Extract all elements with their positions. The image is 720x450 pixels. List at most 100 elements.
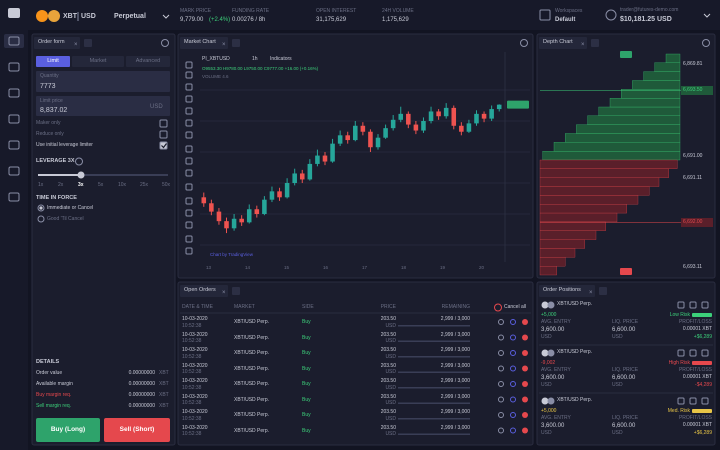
- sell-button-label[interactable]: Sell (Short): [119, 426, 155, 433]
- cancel-all[interactable]: Cancel all: [504, 304, 526, 310]
- tool-icon[interactable]: [185, 157, 193, 165]
- edit-icon[interactable]: [510, 350, 516, 356]
- tool-icon[interactable]: [185, 119, 193, 127]
- tool-icon[interactable]: [185, 221, 193, 229]
- position-action[interactable]: [689, 349, 697, 357]
- order-type[interactable]: Limit: [47, 58, 59, 64]
- contract-select[interactable]: Perpetual: [114, 13, 146, 20]
- workspace-select[interactable]: Default: [555, 17, 576, 23]
- tool-icon[interactable]: [185, 183, 193, 191]
- leverage-mark[interactable]: 50x: [162, 182, 171, 188]
- order-type-tab[interactable]: [72, 56, 124, 67]
- cancel-order[interactable]: [522, 365, 528, 372]
- tool-icon[interactable]: [185, 95, 193, 103]
- indicators[interactable]: Indicators: [270, 56, 292, 62]
- edit-icon[interactable]: [498, 334, 504, 341]
- order-type-tab[interactable]: [36, 56, 70, 67]
- cancel-order[interactable]: [522, 319, 528, 325]
- nav-icon[interactable]: [8, 36, 20, 46]
- tool-icon[interactable]: [185, 145, 193, 153]
- leverage-mark[interactable]: 3x: [78, 182, 84, 188]
- cancel-order[interactable]: [522, 396, 528, 403]
- edit-icon[interactable]: [510, 334, 516, 341]
- nav-icon[interactable]: [8, 192, 20, 202]
- order-type[interactable]: Market: [89, 58, 107, 64]
- order-type-tab[interactable]: [126, 56, 170, 67]
- edit-icon[interactable]: [510, 381, 516, 387]
- position-action[interactable]: [689, 397, 697, 405]
- quantity-input[interactable]: [36, 71, 170, 92]
- tool-icon[interactable]: [185, 169, 193, 177]
- checkbox[interactable]: [159, 130, 168, 139]
- open-orders-tab[interactable]: [180, 285, 228, 297]
- limit-input[interactable]: [36, 96, 170, 116]
- depth-chart-tab[interactable]: [539, 37, 587, 49]
- leverage-knob[interactable]: [77, 171, 85, 179]
- add-tab[interactable]: [599, 287, 607, 295]
- leverage-mark[interactable]: 25x: [140, 182, 149, 188]
- add-tab[interactable]: [591, 39, 599, 47]
- settings-icon[interactable]: [161, 39, 169, 47]
- checkbox[interactable]: [159, 141, 168, 150]
- settings-icon[interactable]: [520, 39, 528, 47]
- position-action[interactable]: [701, 349, 709, 357]
- leverage-mark[interactable]: 10x: [118, 182, 127, 188]
- edit-icon[interactable]: [510, 396, 516, 403]
- add-tab[interactable]: [232, 39, 240, 47]
- tool-icon[interactable]: [185, 209, 193, 217]
- buy-button[interactable]: [36, 418, 100, 442]
- leverage-mark[interactable]: 2x: [58, 182, 64, 188]
- tool-icon[interactable]: [185, 107, 193, 115]
- add-tab[interactable]: [84, 39, 92, 47]
- order-form-tab[interactable]: [34, 37, 80, 49]
- radio[interactable]: [37, 204, 45, 212]
- nav-icon[interactable]: [8, 114, 20, 124]
- market-chart-tab[interactable]: [180, 37, 228, 49]
- leverage-mark[interactable]: 1x: [38, 182, 44, 188]
- position-action[interactable]: [677, 349, 685, 357]
- cancel-icon[interactable]: [494, 303, 502, 312]
- order-type[interactable]: Advanced: [135, 58, 161, 64]
- cancel-order[interactable]: [522, 334, 528, 341]
- settings-icon[interactable]: [702, 39, 710, 47]
- edit-icon[interactable]: [498, 396, 504, 403]
- edit-icon[interactable]: [498, 381, 504, 387]
- sell-button[interactable]: [104, 418, 170, 442]
- position-action[interactable]: [677, 301, 685, 309]
- tool-icon[interactable]: [185, 235, 193, 243]
- tool-icon[interactable]: [185, 247, 193, 255]
- edit-icon[interactable]: [510, 427, 516, 434]
- order-positions-tab[interactable]: [539, 285, 595, 297]
- edit-icon[interactable]: [498, 412, 504, 418]
- cancel-order[interactable]: [522, 381, 528, 387]
- tool-icon[interactable]: [185, 131, 193, 139]
- edit-icon[interactable]: [498, 365, 504, 372]
- nav-icon[interactable]: [8, 166, 20, 176]
- nav-icon[interactable]: [8, 62, 20, 72]
- position-action[interactable]: [701, 397, 709, 405]
- edit-icon[interactable]: [510, 412, 516, 418]
- tool-icon[interactable]: [185, 61, 193, 69]
- dropdown-caret[interactable]: [162, 14, 170, 19]
- position-action[interactable]: [701, 301, 709, 309]
- buy-button-label[interactable]: Buy (Long): [50, 426, 86, 433]
- radio[interactable]: [37, 215, 45, 223]
- tool-icon[interactable]: [185, 83, 193, 91]
- edit-icon[interactable]: [498, 319, 504, 325]
- cancel-order[interactable]: [522, 350, 528, 356]
- leverage-mark[interactable]: 5x: [98, 182, 104, 188]
- nav-icon[interactable]: [8, 88, 20, 98]
- edit-icon[interactable]: [498, 350, 504, 356]
- nav-icon[interactable]: [8, 140, 20, 150]
- cancel-order[interactable]: [522, 412, 528, 418]
- add-tab[interactable]: [232, 287, 240, 295]
- edit-icon[interactable]: [498, 427, 504, 434]
- checkbox[interactable]: [159, 119, 168, 128]
- tool-icon[interactable]: [185, 71, 193, 79]
- edit-icon[interactable]: [510, 365, 516, 372]
- cancel-order[interactable]: [522, 427, 528, 434]
- edit-icon[interactable]: [510, 319, 516, 325]
- position-action[interactable]: [677, 397, 685, 405]
- tool-icon[interactable]: [185, 197, 193, 205]
- dropdown-caret[interactable]: [703, 13, 711, 18]
